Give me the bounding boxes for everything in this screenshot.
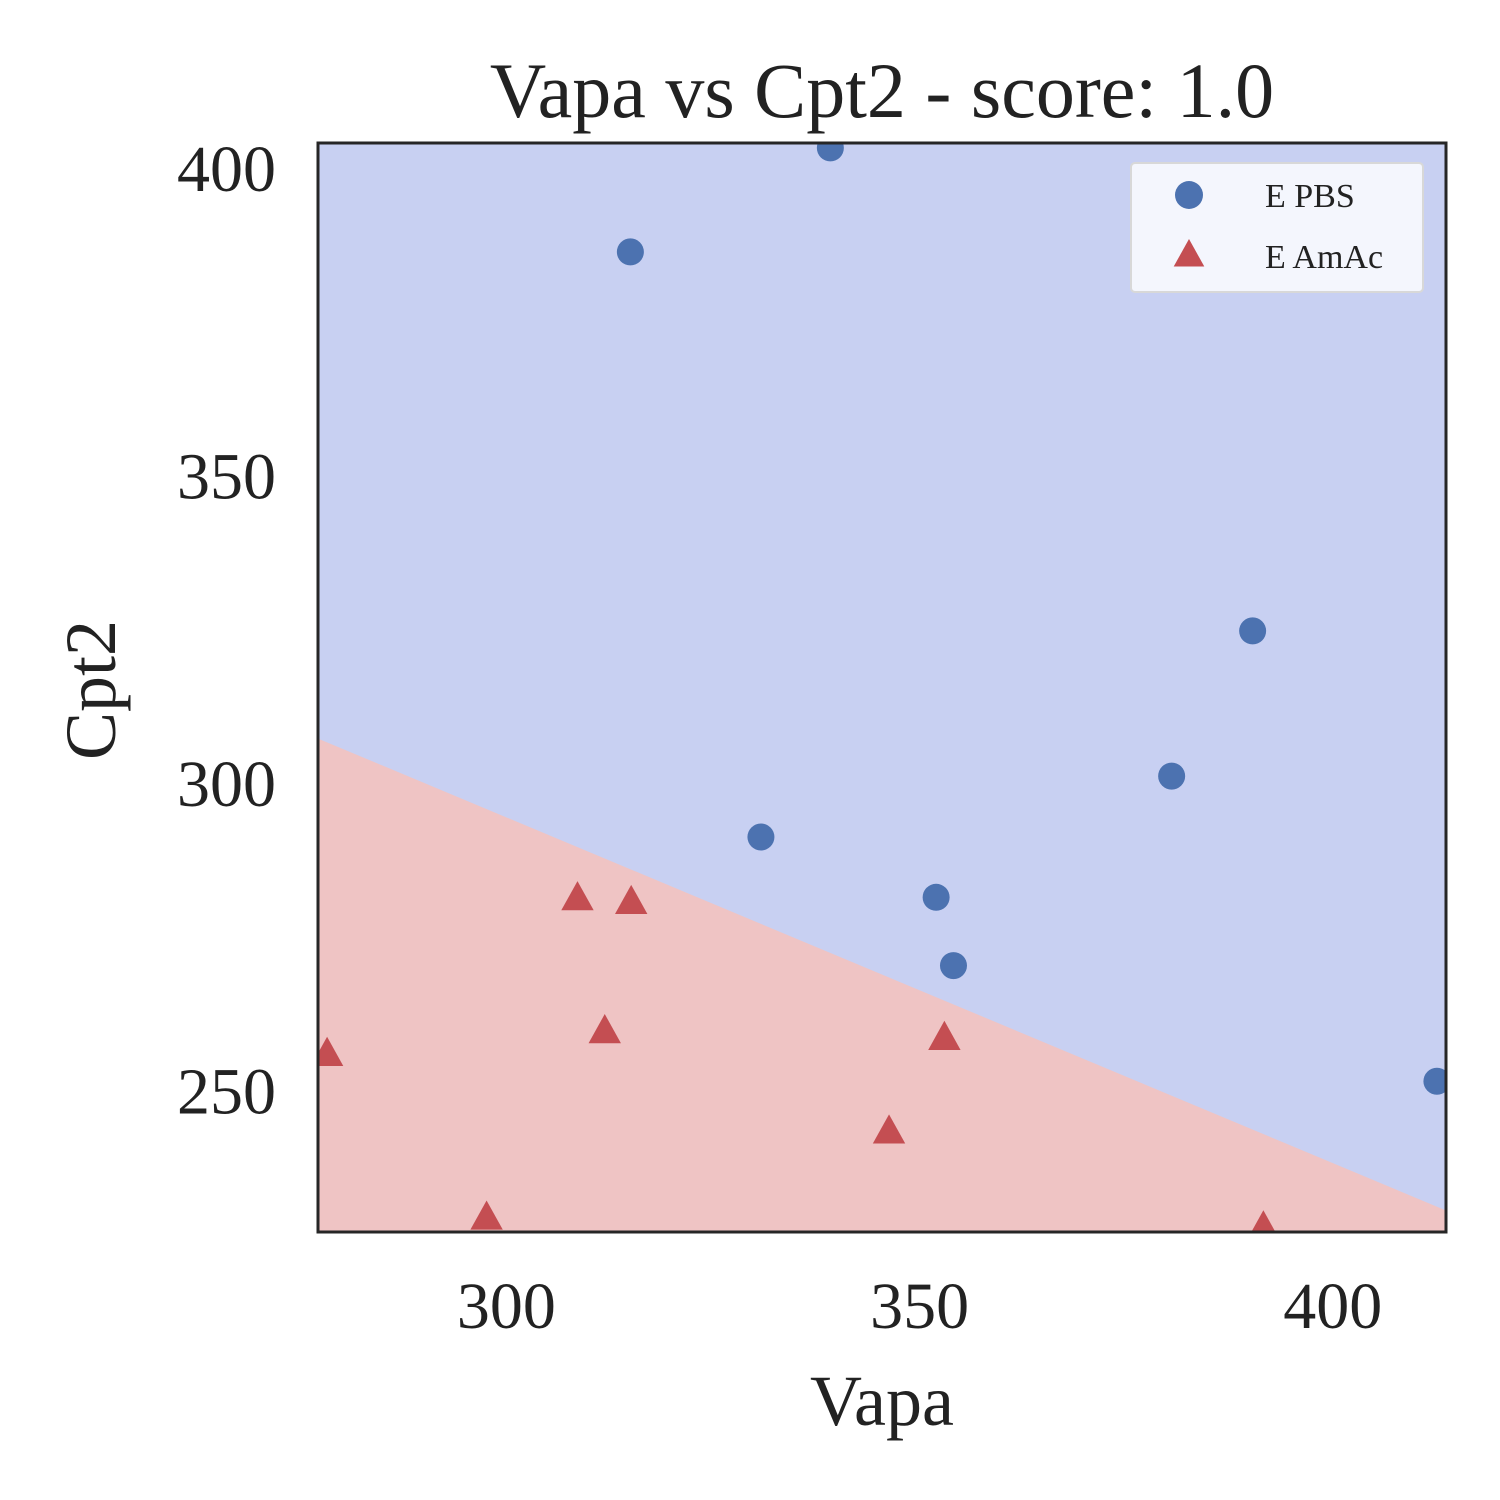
y-tick-400: 400 [177,133,276,206]
legend-box [1130,162,1424,293]
point-e-amac-3 [928,1020,961,1050]
y-tick-250: 250 [177,1056,276,1129]
point-e-amac-1 [614,884,648,914]
x-tick-labels: 300 350 400 [457,1270,1382,1343]
point-e-pbs-7 [1423,1067,1446,1095]
point-e-pbs-0 [816,143,844,162]
point-e-pbs-2 [1239,617,1267,645]
x-tick-300: 300 [457,1270,556,1343]
data-markers [318,143,1446,1232]
region-below-boundary [318,738,1446,1232]
point-e-amac-2 [588,1014,621,1044]
point-e-pbs-6 [939,952,967,980]
y-tick-300: 300 [177,748,276,821]
point-e-amac-0 [561,881,594,911]
y-axis-label: Cpt2 [51,620,131,760]
point-e-pbs-1 [616,238,644,266]
legend-label-e-amac: E AmAc [1265,239,1383,276]
x-axis-label: Vapa [810,1361,954,1441]
y-tick-350: 350 [177,440,276,513]
point-e-amac-4 [318,1036,344,1066]
point-e-amac-5 [872,1114,906,1144]
plot-frame [316,141,1448,1234]
x-tick-400: 400 [1283,1270,1382,1343]
y-tick-labels: 250 300 350 400 [177,133,276,1129]
chart-title: Vapa vs Cpt2 - score: 1.0 [490,47,1274,134]
legend-label-e-pbs: E PBS [1265,178,1355,215]
legend: E PBS E AmAc [1130,162,1424,293]
x-tick-350: 350 [870,1270,969,1343]
plot-area [318,143,1446,1232]
point-e-pbs-3 [1158,762,1186,790]
point-e-pbs-5 [922,883,950,911]
legend-marker-e-pbs [1175,181,1203,209]
point-e-amac-6 [470,1200,503,1230]
point-e-pbs-4 [747,823,775,851]
legend-marker-e-amac [1173,239,1205,267]
point-e-amac-7 [1251,1210,1276,1232]
